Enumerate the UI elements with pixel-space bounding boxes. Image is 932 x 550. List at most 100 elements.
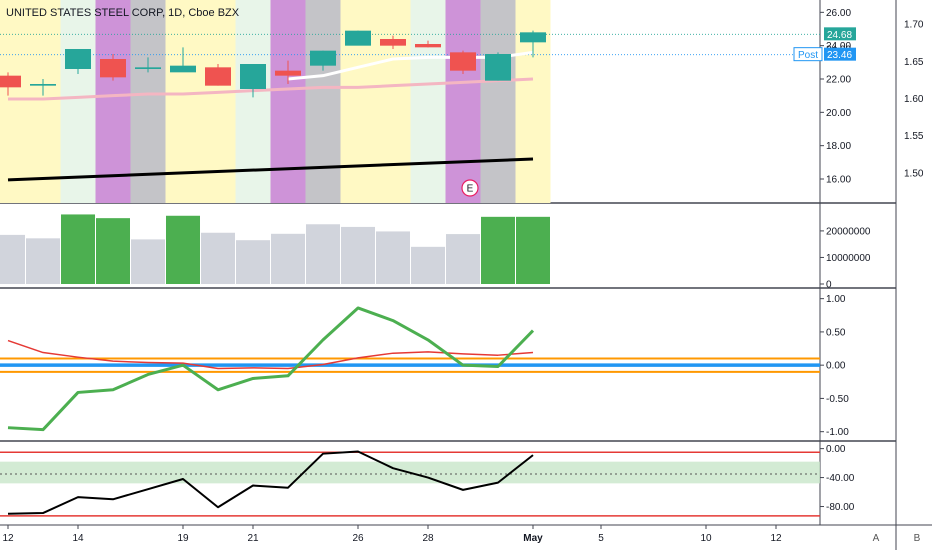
right-scale-tick-2: 1.60 xyxy=(904,94,924,105)
price-axis-tick-3: 20.00 xyxy=(826,108,851,119)
time-tick-2: 19 xyxy=(177,533,189,544)
osc-axis-tick-1: 0.50 xyxy=(826,327,846,338)
volume-bar-1 xyxy=(26,238,60,284)
last-price-tag xyxy=(824,27,856,41)
wr-line xyxy=(7,450,534,515)
volume-bar-6 xyxy=(201,232,235,284)
time-tick-5: 28 xyxy=(422,533,434,544)
candle-body-13 xyxy=(450,52,476,71)
volume-bar-13 xyxy=(446,234,480,284)
volume-bar-4 xyxy=(131,239,165,284)
price-tags: 24.6824.00 Post 23.46 xyxy=(793,27,856,62)
time-tick-4: 26 xyxy=(352,533,364,544)
time-tick-0: 12 xyxy=(2,533,14,544)
right-scale-tick-1: 1.65 xyxy=(904,57,924,68)
post-label-box xyxy=(793,47,823,62)
candle-body-9 xyxy=(310,50,336,66)
candle-body-3 xyxy=(100,59,126,78)
time-tick-6: May xyxy=(523,533,543,544)
volume-bar-2 xyxy=(61,214,95,284)
volume-axis-tick-2: 0 xyxy=(826,280,832,291)
session-background xyxy=(0,0,551,203)
oscillator-series xyxy=(0,306,820,432)
session-bg-9 xyxy=(305,0,341,203)
price-axis-tick-1: 24.00 xyxy=(826,41,851,52)
session-bg-6 xyxy=(200,0,236,203)
session-bg-8 xyxy=(270,0,306,203)
candle-body-4 xyxy=(135,67,161,69)
volume-axis-tick-0: 20000000 xyxy=(826,226,871,237)
last-price-value: 24.68 xyxy=(827,30,852,41)
session-bg-12 xyxy=(410,0,446,203)
session-bg-15 xyxy=(515,0,551,203)
osc-axis-tick-4: -1.00 xyxy=(826,427,849,438)
volume-bar-7 xyxy=(236,240,270,284)
candle-body-2 xyxy=(65,49,91,69)
volume-bar-3 xyxy=(96,218,130,284)
volume-bar-12 xyxy=(411,246,445,284)
candle-body-6 xyxy=(205,67,231,86)
wr-axis-tick-2: -80.00 xyxy=(826,502,855,513)
candle-body-5 xyxy=(170,65,196,73)
time-tick-7: 5 xyxy=(598,533,604,544)
axis-button-b[interactable]: B xyxy=(914,533,921,544)
osc-axis-tick-3: -0.50 xyxy=(826,394,849,405)
price-axes: 26.00 24.00 22.00 20.00 18.00 16.00 1.70 1.65 1.… xyxy=(820,8,924,513)
session-bg-2 xyxy=(60,0,96,203)
volume-bar-15 xyxy=(516,216,550,284)
chart-title: UNITED STATES STEEL CORP, 1D, Cboe BZX xyxy=(6,7,240,19)
trend-line xyxy=(7,157,534,182)
ma-pink-line xyxy=(8,77,534,101)
trend-line-group xyxy=(7,157,534,182)
time-tick-9: 12 xyxy=(770,533,782,544)
time-tick-3: 21 xyxy=(247,533,259,544)
candle-body-1 xyxy=(30,84,56,86)
osc-axis-tick-2: 0.00 xyxy=(826,361,846,372)
price-axis-tick-2: 22.00 xyxy=(826,75,851,86)
volume-bar-5 xyxy=(166,215,200,284)
session-bg-4 xyxy=(130,0,166,203)
right-scale-tick-4: 1.50 xyxy=(904,168,924,179)
volume-bar-11 xyxy=(376,231,410,284)
volume-bar-10 xyxy=(341,226,375,284)
axis-button-a[interactable]: A xyxy=(873,533,880,544)
price-axis-tick-0: 26.00 xyxy=(826,8,851,19)
earnings-marker xyxy=(461,179,479,197)
session-bg-3 xyxy=(95,0,131,203)
right-scale-tick-3: 1.55 xyxy=(904,131,924,142)
session-bg-5 xyxy=(165,0,201,203)
volume-bar-0 xyxy=(0,234,25,284)
earnings-marker-label: E xyxy=(467,184,474,195)
post-price-tag xyxy=(824,47,856,61)
volume-axis-tick-1: 10000000 xyxy=(826,253,871,264)
time-tick-8: 10 xyxy=(700,533,712,544)
volume-bar-14 xyxy=(481,216,515,284)
time-tick-1: 14 xyxy=(72,533,84,544)
post-price-value: 23.46 xyxy=(827,50,852,61)
volume-series xyxy=(0,214,550,284)
session-bg-11 xyxy=(375,0,411,203)
post-label: Post xyxy=(798,50,818,61)
price-axis-tick-5: 16.00 xyxy=(826,175,851,186)
session-bg-13 xyxy=(445,0,481,203)
candle-body-11 xyxy=(380,39,406,46)
candle-body-10 xyxy=(345,30,371,46)
session-bg-7 xyxy=(235,0,271,203)
candle-body-8 xyxy=(275,70,301,76)
session-bg-10 xyxy=(340,0,376,203)
volume-bar-9 xyxy=(306,224,340,284)
right-scale-tick-0: 1.70 xyxy=(904,20,924,31)
osc-axis-tick-0: 1.00 xyxy=(826,294,846,305)
candlestick-series: E xyxy=(0,30,546,197)
session-bg-0 xyxy=(0,0,26,203)
osc-main-line xyxy=(7,306,535,432)
wr-axis-tick-1: -40.00 xyxy=(826,473,855,484)
candle-body-7 xyxy=(240,64,266,89)
candle-body-15 xyxy=(520,32,546,43)
session-bg-1 xyxy=(25,0,61,203)
candle-body-12 xyxy=(415,44,441,48)
price-axis-tick-4: 18.00 xyxy=(826,141,851,152)
williams-r-series xyxy=(0,450,820,517)
time-axis: 12 14 19 21 26 28 May 5 10 12 A B xyxy=(2,525,921,544)
